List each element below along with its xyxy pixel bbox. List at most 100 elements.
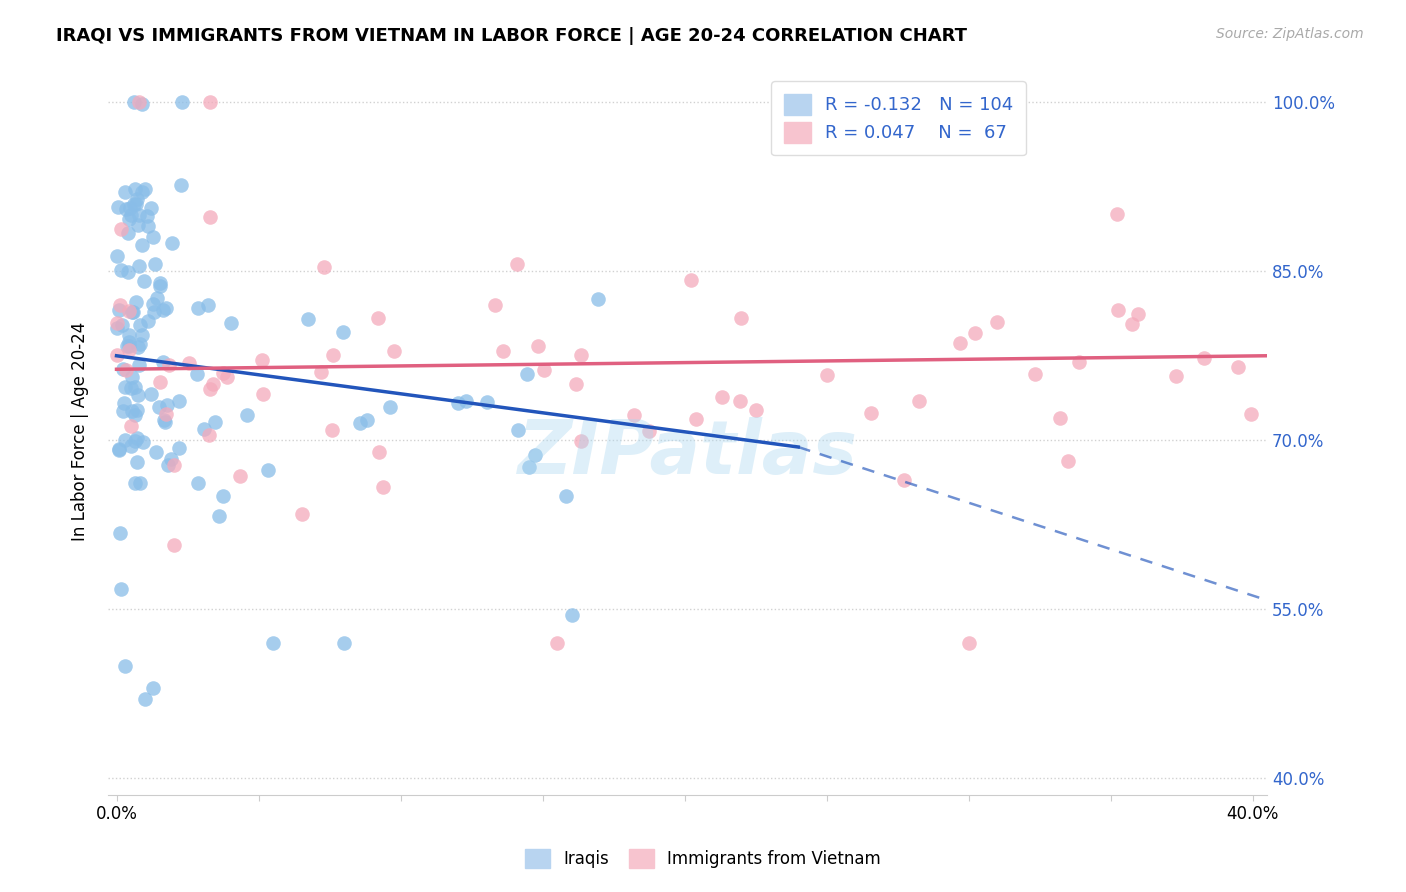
Point — [893, 474, 915, 488]
Point — [526, 338, 548, 352]
Point — [114, 186, 136, 200]
Point — [204, 415, 226, 429]
Point — [128, 208, 150, 222]
Point — [114, 658, 136, 673]
Point — [586, 292, 609, 306]
Text: Source: ZipAtlas.com: Source: ZipAtlas.com — [1216, 27, 1364, 41]
Point — [153, 413, 176, 427]
Point — [380, 400, 402, 414]
Point — [153, 415, 176, 429]
Point — [569, 434, 592, 449]
Point — [1049, 410, 1071, 425]
Point — [561, 607, 583, 622]
Point — [262, 636, 284, 650]
Point — [555, 489, 578, 503]
Point — [169, 394, 191, 409]
Point — [907, 394, 929, 409]
Point — [516, 368, 538, 382]
Point — [477, 395, 499, 409]
Point — [136, 314, 159, 328]
Point — [187, 476, 209, 491]
Point — [110, 263, 132, 277]
Point — [127, 432, 149, 446]
Point — [312, 260, 335, 275]
Legend: Iraqis, Immigrants from Vietnam: Iraqis, Immigrants from Vietnam — [519, 842, 887, 875]
Point — [122, 196, 145, 211]
Point — [125, 196, 148, 211]
Point — [155, 407, 177, 421]
Point — [149, 276, 172, 290]
Point — [108, 298, 131, 312]
Point — [107, 200, 129, 214]
Point — [484, 298, 506, 312]
Point — [152, 355, 174, 369]
Point — [201, 376, 224, 391]
Point — [105, 316, 128, 330]
Point — [367, 444, 389, 458]
Point — [986, 315, 1008, 329]
Point — [356, 413, 378, 427]
Point — [197, 428, 219, 442]
Point — [1240, 407, 1263, 421]
Point — [373, 480, 395, 494]
Point — [367, 311, 389, 326]
Point — [117, 265, 139, 279]
Point — [157, 358, 180, 372]
Point — [127, 388, 149, 402]
Point — [730, 311, 752, 326]
Point — [139, 387, 162, 401]
Point — [129, 336, 152, 351]
Point — [456, 393, 478, 408]
Point — [219, 316, 242, 330]
Text: ZIPatlas: ZIPatlas — [517, 417, 858, 490]
Point — [110, 582, 132, 596]
Point — [105, 249, 128, 263]
Point — [121, 369, 143, 384]
Point — [149, 278, 172, 293]
Point — [108, 443, 131, 458]
Point — [125, 294, 148, 309]
Point — [118, 328, 141, 343]
Text: IRAQI VS IMMIGRANTS FROM VIETNAM IN LABOR FORCE | AGE 20-24 CORRELATION CHART: IRAQI VS IMMIGRANTS FROM VIETNAM IN LABO… — [56, 27, 967, 45]
Point — [163, 458, 186, 472]
Point — [129, 476, 152, 491]
Point — [108, 442, 131, 456]
Point — [252, 387, 274, 401]
Point — [156, 398, 179, 412]
Point — [349, 416, 371, 430]
Point — [149, 375, 172, 389]
Point — [118, 303, 141, 318]
Point — [118, 201, 141, 215]
Point — [131, 238, 153, 252]
Point — [517, 460, 540, 475]
Point — [136, 209, 159, 223]
Point — [200, 95, 222, 110]
Point — [986, 95, 1008, 110]
Point — [235, 409, 257, 423]
Point — [108, 303, 131, 318]
Point — [198, 382, 221, 396]
Point — [1192, 351, 1215, 366]
Point — [124, 434, 146, 449]
Point — [728, 393, 751, 408]
Point — [114, 379, 136, 393]
Point — [1107, 302, 1129, 317]
Y-axis label: In Labor Force | Age 20-24: In Labor Force | Age 20-24 — [72, 322, 89, 541]
Point — [963, 326, 986, 341]
Point — [124, 408, 146, 422]
Point — [250, 352, 273, 367]
Point — [128, 95, 150, 110]
Point — [569, 349, 592, 363]
Point — [309, 365, 332, 379]
Point — [131, 186, 153, 200]
Point — [211, 489, 233, 503]
Point — [187, 301, 209, 315]
Point — [321, 423, 343, 437]
Point — [142, 681, 165, 695]
Point — [163, 538, 186, 552]
Point — [112, 404, 135, 418]
Point — [957, 636, 980, 650]
Point — [118, 339, 141, 353]
Point — [110, 222, 132, 236]
Point — [132, 435, 155, 450]
